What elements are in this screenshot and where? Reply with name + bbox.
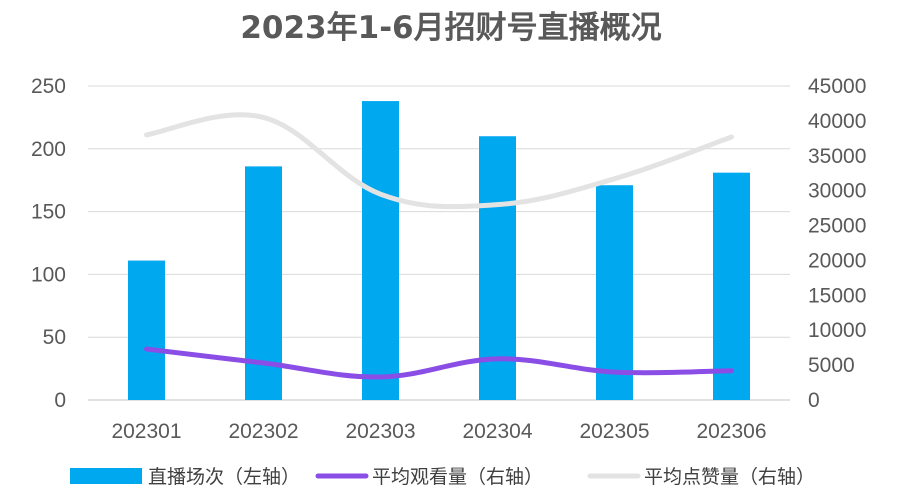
legend-label: 平均点赞量（右轴） <box>644 466 815 488</box>
legend-label: 直播场次（左轴） <box>148 466 300 488</box>
y-right-tick-label: 40000 <box>808 110 866 133</box>
y-left-tick-label: 0 <box>54 389 66 412</box>
x-tick-label: 202304 <box>462 420 532 443</box>
y-right-tick-label: 5000 <box>808 354 855 377</box>
x-tick-label: 202305 <box>579 420 649 443</box>
chart-title: 2023年1-6月招财号直播概况 <box>240 10 661 46</box>
grid-lines <box>88 85 790 401</box>
y-right-tick-label: 35000 <box>808 145 866 168</box>
bar <box>596 185 633 400</box>
y-left-tick-label: 100 <box>31 263 66 286</box>
legend: 直播场次（左轴） 平均观看量（右轴） 平均点赞量（右轴） <box>70 466 815 488</box>
y-right-tick-label: 45000 <box>808 75 866 98</box>
y-axis-right: 0 5000 10000 15000 20000 25000 30000 35000 40000… <box>808 75 866 412</box>
y-right-tick-label: 25000 <box>808 215 866 238</box>
bar <box>479 136 516 401</box>
x-tick-label: 202301 <box>111 420 181 443</box>
lines <box>144 112 734 380</box>
bar <box>362 101 399 401</box>
x-tick-label: 202302 <box>228 420 298 443</box>
x-tick-label: 202306 <box>696 420 766 443</box>
bars <box>128 101 750 401</box>
x-axis: 202301 202302 202303 202304 202305 202306 <box>111 420 766 443</box>
legend-swatch <box>70 468 142 484</box>
legend-label: 平均观看量（右轴） <box>372 466 543 488</box>
y-left-tick-label: 50 <box>43 326 66 349</box>
y-left-tick-label: 150 <box>31 201 66 224</box>
y-left-tick-label: 200 <box>31 138 66 161</box>
y-right-tick-label: 0 <box>808 389 820 412</box>
y-right-tick-label: 15000 <box>808 284 866 307</box>
bar <box>713 172 750 400</box>
bar <box>128 260 165 400</box>
y-right-tick-label: 10000 <box>808 319 866 342</box>
x-tick-label: 202303 <box>345 420 415 443</box>
series-line <box>144 346 734 380</box>
y-right-tick-label: 30000 <box>808 180 866 203</box>
y-left-tick-label: 250 <box>31 75 66 98</box>
y-right-tick-label: 20000 <box>808 249 866 272</box>
y-axis-left: 0 50 100 150 200 250 <box>31 75 66 412</box>
series-line <box>144 112 734 210</box>
